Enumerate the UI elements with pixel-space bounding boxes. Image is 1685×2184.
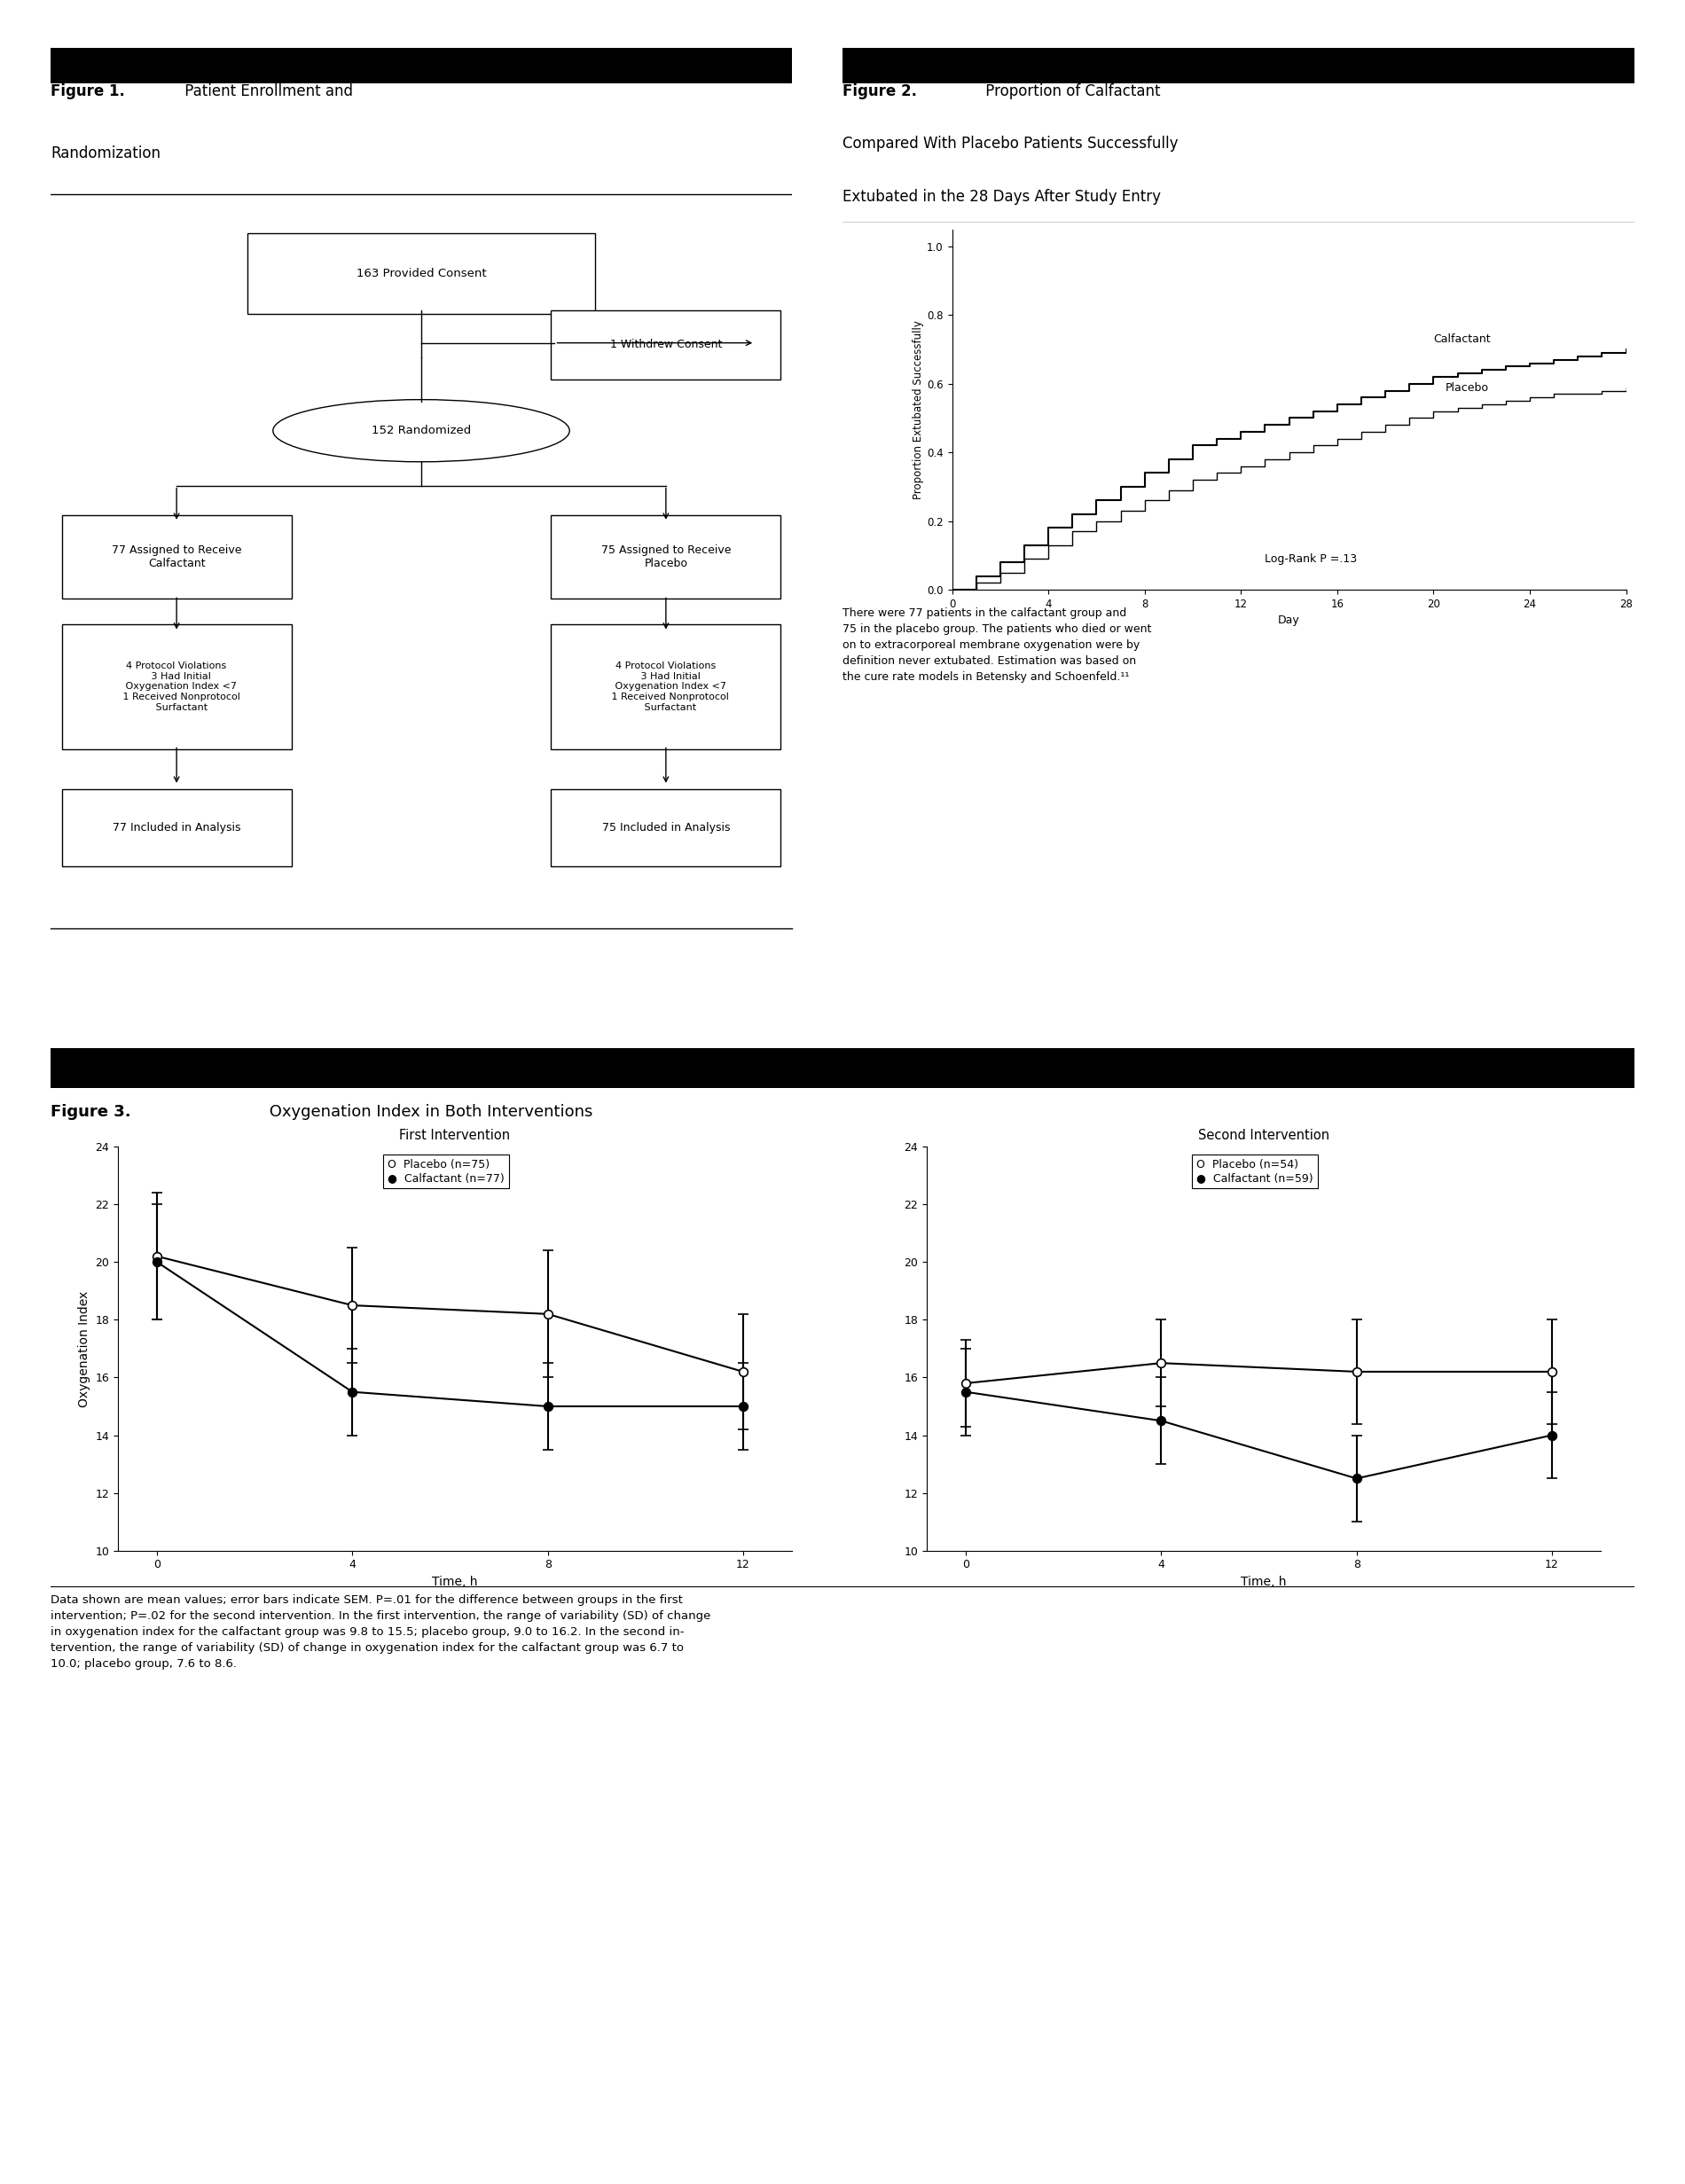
Text: Figure 2.: Figure 2. xyxy=(842,83,917,98)
FancyBboxPatch shape xyxy=(62,788,292,867)
X-axis label: Time, h: Time, h xyxy=(1240,1575,1287,1588)
FancyBboxPatch shape xyxy=(551,310,780,380)
FancyBboxPatch shape xyxy=(62,515,292,598)
X-axis label: Day: Day xyxy=(1277,614,1301,627)
Text: 1 Withdrew Consent: 1 Withdrew Consent xyxy=(610,339,721,349)
Text: Data shown are mean values; error bars indicate SEM. P=.01 for the difference be: Data shown are mean values; error bars i… xyxy=(51,1594,711,1671)
Text: Randomization: Randomization xyxy=(51,146,160,162)
FancyBboxPatch shape xyxy=(248,234,595,314)
Text: Patient Enrollment and: Patient Enrollment and xyxy=(180,83,354,98)
Text: Placebo: Placebo xyxy=(1446,382,1490,393)
Text: Oxygenation Index in Both Interventions: Oxygenation Index in Both Interventions xyxy=(265,1103,593,1120)
Text: 75 Assigned to Receive
Placebo: 75 Assigned to Receive Placebo xyxy=(602,544,731,570)
Text: O  Placebo (n=54)
●  Calfactant (n=59): O Placebo (n=54) ● Calfactant (n=59) xyxy=(1196,1160,1313,1184)
X-axis label: Time, h: Time, h xyxy=(431,1575,479,1588)
FancyBboxPatch shape xyxy=(551,625,780,749)
Text: Compared With Placebo Patients Successfully: Compared With Placebo Patients Successfu… xyxy=(842,135,1178,153)
Text: 163 Provided Consent: 163 Provided Consent xyxy=(356,269,487,280)
Text: Extubated in the 28 Days After Study Entry: Extubated in the 28 Days After Study Ent… xyxy=(842,190,1161,205)
Text: 77 Included in Analysis: 77 Included in Analysis xyxy=(113,821,241,834)
FancyBboxPatch shape xyxy=(551,788,780,867)
Title: Second Intervention: Second Intervention xyxy=(1198,1129,1329,1142)
Text: 4 Protocol Violations
   3 Had Initial
   Oxygenation Index <7
   1 Received Non: 4 Protocol Violations 3 Had Initial Oxyg… xyxy=(113,662,239,712)
Title: First Intervention: First Intervention xyxy=(399,1129,511,1142)
Y-axis label: Oxygenation Index: Oxygenation Index xyxy=(78,1291,91,1406)
FancyBboxPatch shape xyxy=(551,515,780,598)
Ellipse shape xyxy=(273,400,570,461)
Text: 77 Assigned to Receive
Calfactant: 77 Assigned to Receive Calfactant xyxy=(111,544,241,570)
Text: Figure 3.: Figure 3. xyxy=(51,1103,131,1120)
Text: O  Placebo (n=75)
●  Calfactant (n=77): O Placebo (n=75) ● Calfactant (n=77) xyxy=(388,1160,504,1184)
Text: There were 77 patients in the calfactant group and
75 in the placebo group. The : There were 77 patients in the calfactant… xyxy=(842,607,1151,684)
Text: 4 Protocol Violations
   3 Had Initial
   Oxygenation Index <7
   1 Received Non: 4 Protocol Violations 3 Had Initial Oxyg… xyxy=(603,662,730,712)
Text: Figure 1.: Figure 1. xyxy=(51,83,125,98)
Text: Log-Rank P =.13: Log-Rank P =.13 xyxy=(1265,553,1358,566)
FancyBboxPatch shape xyxy=(62,625,292,749)
Text: Calfactant: Calfactant xyxy=(1434,334,1491,345)
Text: 75 Included in Analysis: 75 Included in Analysis xyxy=(602,821,730,834)
Y-axis label: Proportion Extubated Successfully: Proportion Extubated Successfully xyxy=(913,321,925,498)
Text: 152 Randomized: 152 Randomized xyxy=(371,426,472,437)
Text: Proportion of Calfactant: Proportion of Calfactant xyxy=(981,83,1161,98)
